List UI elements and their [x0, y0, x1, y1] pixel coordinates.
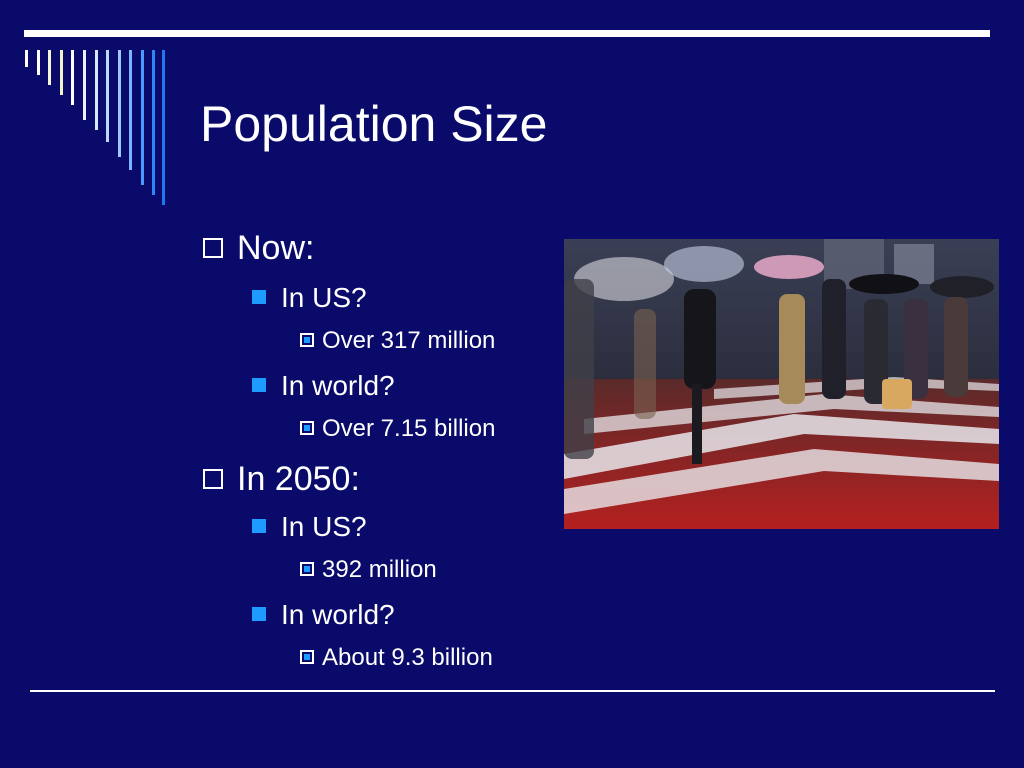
boxed-square-icon	[300, 333, 314, 347]
list-item: In US?	[252, 281, 367, 315]
section-2050: In 2050:	[203, 459, 360, 499]
stripe	[118, 50, 121, 157]
list-item: Over 7.15 billion	[300, 414, 495, 444]
hollow-square-icon	[203, 238, 223, 258]
stripe	[95, 50, 98, 130]
answer-label: About 9.3 billion	[322, 644, 493, 671]
question-label: In US?	[281, 511, 367, 542]
boxed-square-icon	[300, 650, 314, 664]
stripe	[25, 50, 28, 67]
boxed-square-icon	[300, 562, 314, 576]
stripe	[37, 50, 40, 75]
stripe	[83, 50, 86, 120]
answer-label: Over 317 million	[322, 327, 496, 354]
stripe	[106, 50, 109, 142]
filled-square-icon	[252, 519, 266, 533]
question-label: In world?	[281, 599, 395, 630]
filled-square-icon	[252, 607, 266, 621]
list-item: 392 million	[300, 555, 437, 585]
list-item: In world?	[252, 598, 395, 632]
section-label: In 2050:	[237, 460, 360, 498]
bottom-rule	[30, 690, 995, 692]
boxed-square-icon	[300, 421, 314, 435]
section-now: Now:	[203, 228, 314, 268]
stripe	[141, 50, 144, 185]
list-item: About 9.3 billion	[300, 643, 493, 673]
stripe	[60, 50, 63, 95]
crosswalk-photo-art	[564, 239, 999, 529]
slide-title: Population Size	[200, 96, 548, 152]
top-rule	[24, 30, 990, 37]
stripe	[152, 50, 155, 195]
question-label: In world?	[281, 370, 395, 401]
hollow-square-icon	[203, 469, 223, 489]
answer-label: Over 7.15 billion	[322, 415, 496, 442]
stripe	[48, 50, 51, 85]
list-item: In US?	[252, 510, 367, 544]
crosswalk-photo	[564, 239, 999, 529]
list-item: Over 317 million	[300, 326, 495, 356]
question-label: In US?	[281, 282, 367, 313]
stripe	[71, 50, 74, 105]
section-label: Now:	[237, 229, 315, 267]
list-item: In world?	[252, 369, 395, 403]
answer-label: 392 million	[322, 556, 437, 583]
stripe	[162, 50, 165, 205]
filled-square-icon	[252, 378, 266, 392]
stripe	[129, 50, 132, 170]
filled-square-icon	[252, 290, 266, 304]
